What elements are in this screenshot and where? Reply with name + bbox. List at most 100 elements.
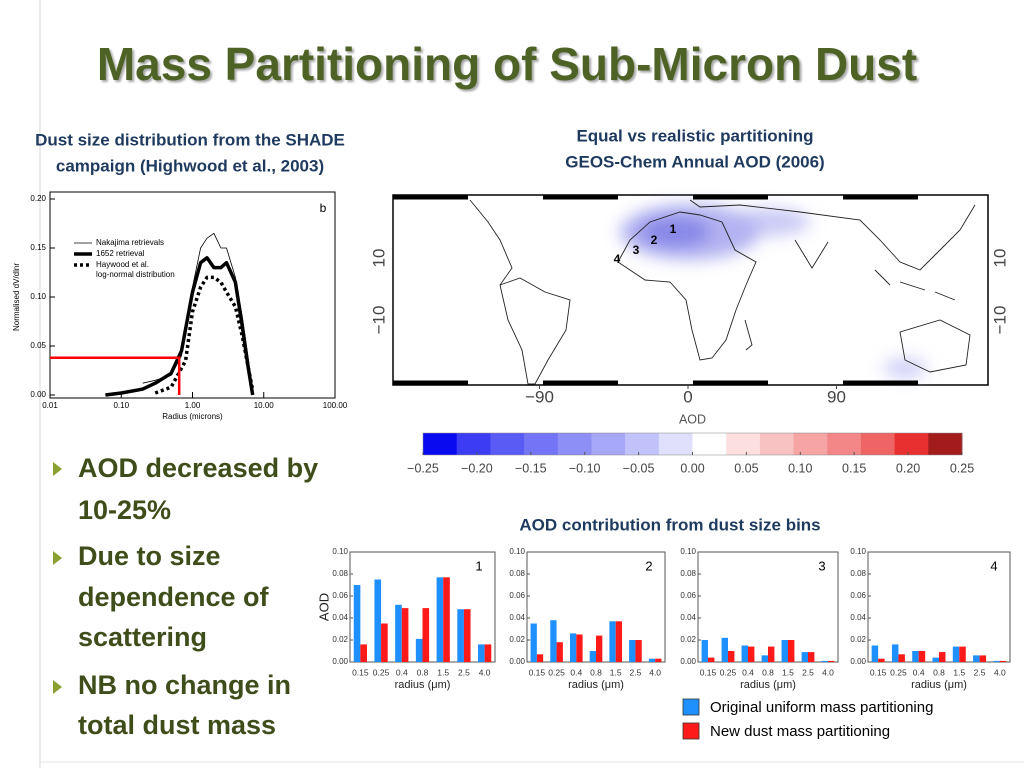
colorbar-tick-label: 0.20 [896, 461, 920, 475]
region-label: 3 [633, 243, 640, 257]
bar [478, 644, 485, 662]
colorbar-tick-label: −0.10 [569, 461, 601, 475]
y-tick-label: 0.10 [509, 547, 525, 556]
bar [939, 652, 946, 662]
figure-caption: GEOS-Chem Annual AOD (2006) [565, 152, 824, 171]
bar [629, 640, 636, 662]
x-axis-label: radius (μm) [740, 679, 796, 691]
x-axis-label: radius (μm) [568, 679, 624, 691]
panel-label: 1 [475, 558, 482, 573]
y-tick-label: 0.08 [850, 569, 866, 578]
colorbar-tick-label: −0.20 [461, 461, 493, 475]
bar [993, 660, 1000, 662]
y-tick-label: 0.06 [850, 591, 866, 600]
bar [821, 660, 828, 662]
bullet-text: 10-25% [78, 495, 171, 525]
region-label: 2 [651, 233, 658, 247]
y-tick-label: 0.10 [680, 547, 696, 556]
bar [781, 640, 788, 662]
x-tick-label: 100.00 [323, 401, 348, 410]
x-tick-label: 0.15 [870, 667, 887, 677]
y-tick-label: 0.02 [850, 635, 866, 644]
bar [609, 621, 616, 662]
figure-caption: AOD contribution from dust size bins [519, 515, 820, 534]
bullet-text: NB no change in [78, 670, 291, 700]
panel-label: 2 [645, 558, 652, 573]
bar [395, 604, 402, 662]
color-block [423, 433, 458, 455]
color-block [456, 433, 491, 455]
bar [979, 655, 987, 662]
y-tick-label: 0.10 [332, 547, 348, 556]
y-tick-label: 0.20 [30, 194, 46, 203]
figure-caption: Equal vs realistic partitioning [576, 126, 813, 145]
color-block [860, 433, 896, 455]
map-x-tick-label: 90 [827, 387, 846, 406]
x-axis-label: Radius (microns) [162, 412, 223, 421]
bar [422, 608, 430, 662]
bar [721, 637, 728, 662]
color-block [759, 433, 795, 455]
figure-caption: campaign (Highwood et al., 2003) [56, 156, 324, 175]
x-tick-label: 0.8 [762, 667, 774, 677]
x-tick-label: 0.8 [417, 667, 429, 677]
region-label: 4 [614, 252, 621, 266]
x-tick-label: 4.0 [822, 667, 834, 677]
bar [878, 658, 885, 662]
bar [741, 645, 748, 662]
map-x-tick-label: 0 [683, 387, 692, 406]
x-tick-label: 4.0 [994, 667, 1006, 677]
plot-frame [697, 551, 839, 663]
x-tick-label: 1.00 [185, 401, 201, 410]
bullet-text: Due to size [78, 541, 221, 571]
y-tick-label: 0.02 [332, 635, 348, 644]
y-tick-label: 0.00 [509, 657, 525, 666]
x-tick-label: 0.10 [113, 401, 129, 410]
bar [828, 660, 835, 662]
legend-label: New dust mass partitioning [710, 723, 890, 740]
x-tick-label: 0.4 [570, 667, 582, 677]
bullet-text: dependence of [78, 582, 270, 612]
bar [648, 658, 656, 662]
color-block [625, 433, 660, 455]
colorbar-tick-label: 0.10 [788, 461, 812, 475]
figure-caption: Dust size distribution from the SHADE [35, 130, 345, 149]
y-tick-label: 0.00 [680, 657, 696, 666]
x-tick-label: 0.15 [352, 667, 369, 677]
legend-swatch [682, 722, 700, 740]
y-tick-label: 0.04 [509, 613, 525, 622]
map-y-tick-label: −10 [990, 306, 1009, 335]
plot-frame [867, 551, 1011, 663]
y-tick-label: 0.04 [850, 613, 866, 622]
bar [801, 652, 808, 662]
y-tick-label: 0.08 [332, 569, 348, 578]
color-block [591, 433, 626, 455]
y-tick-label: 0.00 [332, 657, 348, 666]
x-tick-label: 4.0 [649, 667, 661, 677]
bar [436, 577, 444, 662]
bar [898, 654, 905, 662]
bar [443, 577, 450, 662]
slide-title: Mass Partitioning of Sub-Micron Dust [97, 38, 917, 90]
x-tick-label: 1.5 [953, 667, 965, 677]
bar [701, 640, 708, 662]
bar [918, 651, 926, 662]
colorbar-tick-label: 0.15 [842, 461, 866, 475]
bar [415, 638, 423, 662]
highlight-line [50, 356, 181, 395]
x-tick-label: 1.5 [782, 667, 794, 677]
bullet-text: AOD decreased by [78, 453, 318, 483]
y-tick-label: 0.04 [680, 613, 696, 622]
x-tick-label: 1.5 [610, 667, 622, 677]
y-tick-label: 0.08 [509, 569, 525, 578]
bar [615, 621, 623, 662]
color-block [827, 433, 862, 455]
bar [932, 657, 939, 662]
x-tick-label: 0.4 [742, 667, 754, 677]
bar [952, 646, 960, 662]
y-tick-label: 0.06 [332, 591, 348, 600]
bar [463, 609, 471, 662]
bar [871, 645, 879, 662]
data-line [105, 256, 255, 397]
colorbar-tick-label: −0.25 [407, 461, 439, 475]
